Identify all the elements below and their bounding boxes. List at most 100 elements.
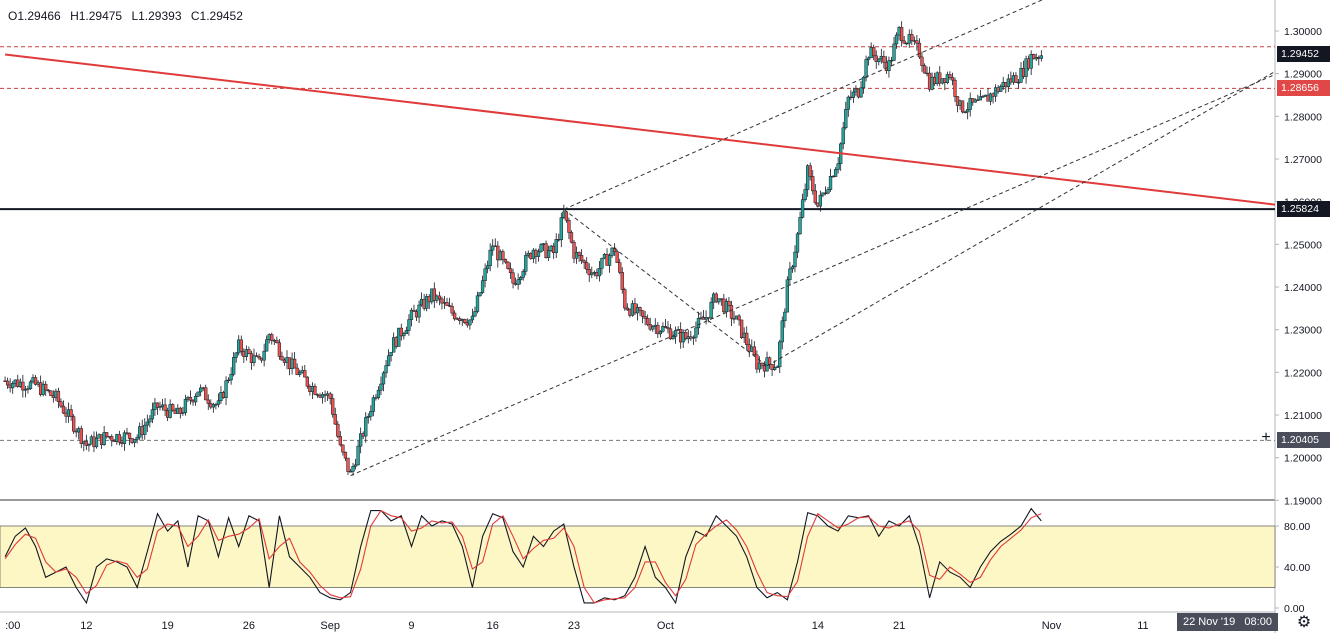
trend-line-2 (563, 0, 1044, 210)
candle (938, 66, 942, 87)
candle (117, 430, 122, 446)
candle (359, 427, 363, 454)
candle (226, 377, 231, 384)
candle (56, 387, 61, 409)
osc-y-tick-label: 80.00 (1284, 521, 1310, 533)
candle (376, 386, 381, 400)
candle (265, 335, 269, 352)
candle (826, 187, 830, 195)
candle (963, 110, 967, 114)
candle (102, 425, 106, 446)
y-tick-label: 1.27000 (1284, 154, 1322, 166)
y-tick-label: 1.24000 (1284, 282, 1322, 294)
candle (757, 356, 762, 373)
candle (724, 298, 729, 318)
candle (620, 267, 624, 294)
candle (600, 257, 604, 275)
candle (49, 390, 53, 396)
candle (894, 32, 899, 49)
candle (625, 303, 629, 311)
candle (183, 394, 188, 416)
candle (579, 249, 584, 265)
candle (44, 381, 48, 396)
candle (371, 395, 376, 417)
candle (158, 401, 162, 411)
candle (803, 183, 807, 202)
candle (684, 330, 688, 341)
candle (844, 101, 848, 130)
x-tick-label: Nov (1042, 620, 1062, 632)
candle (356, 440, 360, 466)
price-badge-0: 1.29452 (1277, 46, 1330, 63)
x-tick-label: Oct (657, 620, 674, 632)
trend-line-1 (350, 74, 1275, 477)
candle (953, 77, 957, 103)
oscillator-series-1 (4, 509, 1042, 604)
candle (899, 21, 904, 47)
candle (21, 374, 25, 398)
x-tick-label: 16 (487, 620, 499, 632)
candle (409, 307, 414, 327)
candle (516, 273, 520, 290)
trend-line-0 (4, 53, 1275, 206)
candle (275, 336, 279, 344)
candle (239, 335, 243, 356)
candle (143, 418, 147, 440)
candle (79, 425, 83, 449)
x-tick-label: Sep (320, 620, 340, 632)
candle (661, 322, 665, 333)
candle (861, 75, 866, 94)
candle (145, 414, 149, 432)
gear-icon[interactable]: ⚙ (1296, 614, 1312, 631)
candle (450, 302, 454, 316)
candle (168, 399, 172, 419)
candle (727, 297, 731, 312)
candle (196, 391, 200, 397)
ohlc-open: O1.29466 (8, 9, 61, 23)
osc-y-tick-label: 40.00 (1284, 562, 1310, 574)
x-tick-label: :00 (5, 620, 20, 632)
candle (452, 310, 457, 321)
candle (966, 102, 970, 120)
candle (793, 245, 797, 273)
candle (587, 263, 591, 282)
candle (336, 420, 340, 439)
crosshair-icon[interactable]: + (1261, 429, 1271, 446)
candle (917, 38, 922, 59)
candle (836, 157, 840, 174)
candle (973, 98, 977, 103)
y-tick-label: 1.22000 (1284, 367, 1322, 379)
candle (800, 193, 805, 219)
candle (234, 351, 238, 363)
candle (262, 343, 266, 367)
candle (1016, 78, 1021, 89)
candle (640, 310, 645, 324)
candle (214, 402, 218, 410)
x-tick-label: 23 (568, 620, 580, 632)
candle (277, 338, 282, 360)
candle (206, 394, 210, 411)
candle (773, 360, 777, 371)
candle (666, 321, 670, 334)
candle (150, 402, 155, 424)
candle (828, 168, 833, 192)
candle (320, 392, 325, 404)
candle (511, 268, 515, 289)
candle (882, 50, 886, 69)
candle (618, 258, 622, 275)
candle (818, 190, 823, 212)
candle (280, 351, 284, 361)
candle (84, 434, 89, 451)
candle (780, 316, 784, 350)
candle (425, 293, 429, 312)
candle (795, 232, 800, 259)
candle (1032, 53, 1036, 60)
candle (364, 412, 368, 443)
candle (399, 323, 403, 341)
candle (432, 282, 436, 308)
candle (783, 308, 787, 328)
candle (475, 291, 480, 314)
crosshair-date: 22 Nov '19 (1183, 616, 1236, 628)
candle (493, 238, 497, 247)
